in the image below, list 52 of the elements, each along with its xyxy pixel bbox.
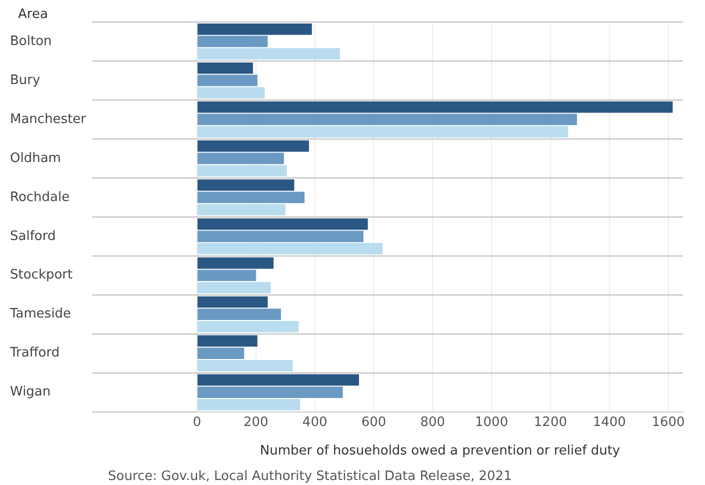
bar <box>198 257 274 269</box>
bar <box>198 360 293 372</box>
y-tick-label: Bury <box>10 72 40 88</box>
bar <box>198 152 284 164</box>
source-note: Source: Gov.uk, Local Authority Statistical Data Release, 2021 <box>108 469 512 484</box>
y-tick-label: Trafford <box>9 346 60 361</box>
bar <box>198 48 340 60</box>
y-axis-title: Area <box>18 7 48 22</box>
bar <box>198 101 673 113</box>
bar <box>198 192 305 204</box>
bar <box>198 218 368 230</box>
y-tick-label: Rochdale <box>10 190 70 205</box>
x-tick-label: 0 <box>192 414 202 430</box>
bar <box>198 230 364 242</box>
bar <box>198 270 256 282</box>
bar <box>198 321 299 332</box>
x-tick-label: 1400 <box>592 414 626 430</box>
y-tick-label: Manchester <box>10 112 87 127</box>
bar <box>198 36 268 48</box>
x-tick-label: 600 <box>361 414 386 430</box>
bar <box>198 126 568 138</box>
bar <box>198 74 258 86</box>
bar <box>198 282 271 294</box>
x-tick-label: 1000 <box>475 414 508 430</box>
bar <box>198 87 265 98</box>
bar <box>198 114 577 126</box>
x-tick-label: 1200 <box>534 414 568 430</box>
y-tick-label: Tameside <box>9 306 72 322</box>
bar <box>198 374 360 386</box>
bar <box>198 62 253 74</box>
x-tick-label: 200 <box>244 414 268 430</box>
bar <box>198 335 258 347</box>
bar <box>198 23 312 35</box>
bar <box>198 165 287 176</box>
y-tick-label: Stockport <box>10 268 73 283</box>
y-tick-label: Wigan <box>10 384 51 400</box>
bar <box>198 308 281 320</box>
bar <box>198 386 343 398</box>
x-axis-title: Number of hosueholds owed a prevention or relief duty <box>260 444 620 459</box>
bar <box>198 348 244 360</box>
bar <box>198 179 294 191</box>
y-tick-label: Bolton <box>10 34 52 49</box>
x-tick-label: 800 <box>420 414 446 430</box>
y-tick-label: Oldham <box>10 150 61 166</box>
bar <box>198 398 300 410</box>
bar <box>198 243 383 254</box>
y-tick-label: Salford <box>10 228 56 244</box>
bar <box>198 140 309 152</box>
bar <box>198 296 268 308</box>
bar <box>198 204 286 216</box>
x-tick-label: 1600 <box>652 414 685 430</box>
x-tick-label: 400 <box>302 414 328 430</box>
